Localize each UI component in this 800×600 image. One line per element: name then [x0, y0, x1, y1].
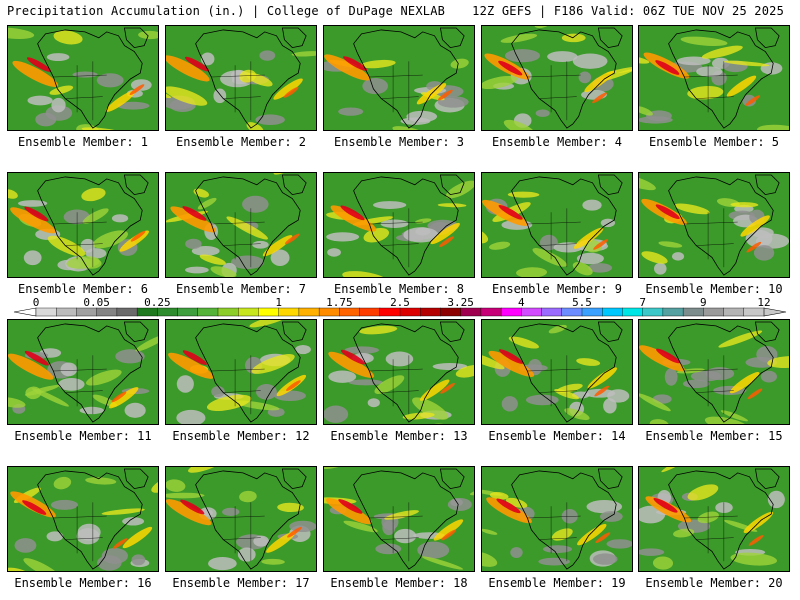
legend-color-swatch	[339, 307, 361, 317]
ensemble-member-label: Ensemble Member: 6	[17, 282, 149, 296]
ensemble-member-map	[323, 25, 475, 131]
map-title: Precipitation Accumulation (in.) | Colle…	[7, 4, 446, 18]
ensemble-member-map	[165, 25, 317, 131]
legend-color-swatch	[56, 307, 77, 317]
legend-color-swatch	[521, 307, 543, 317]
legend-color-swatch	[602, 307, 623, 317]
ensemble-member-map	[481, 319, 633, 425]
ensemble-member-label: Ensemble Member: 13	[330, 429, 468, 443]
legend-color-swatch	[76, 307, 98, 317]
legend-tick-label: 12	[757, 296, 770, 309]
legend-color-swatch	[541, 307, 563, 317]
ensemble-member-label: Ensemble Member: 8	[333, 282, 465, 296]
legend-color-swatch	[116, 307, 138, 317]
ensemble-member-map	[638, 25, 790, 131]
legend-tick-label: 5.5	[572, 296, 592, 309]
legend-tick-label: 1.75	[326, 296, 353, 309]
ensemble-member-label: Ensemble Member: 10	[645, 282, 783, 296]
legend-tick-label: 3.25	[447, 296, 474, 309]
legend-color-swatch	[500, 307, 522, 317]
legend-color-swatch	[622, 307, 644, 317]
ensemble-member-label: Ensemble Member: 5	[648, 135, 780, 149]
legend-arrow-high	[763, 307, 787, 317]
legend-color-swatch	[217, 307, 239, 317]
legend-arrow-low	[13, 307, 37, 317]
ensemble-member-label: Ensemble Member: 7	[175, 282, 307, 296]
ensemble-member-label: Ensemble Member: 4	[491, 135, 623, 149]
ensemble-member-label: Ensemble Member: 9	[491, 282, 623, 296]
legend-color-swatch	[258, 307, 280, 317]
legend-color-swatch	[561, 307, 583, 317]
ensemble-member-map	[7, 25, 159, 131]
ensemble-member-map	[481, 466, 633, 572]
ensemble-member-map	[323, 172, 475, 278]
ensemble-member-map	[638, 466, 790, 572]
legend-color-swatch	[642, 307, 664, 317]
legend-color-swatch	[238, 307, 259, 317]
legend-color-swatch	[440, 307, 462, 317]
ensemble-member-map	[165, 319, 317, 425]
ensemble-member-map	[165, 172, 317, 278]
ensemble-member-map	[481, 25, 633, 131]
legend-color-swatch	[298, 307, 320, 317]
ensemble-member-label: Ensemble Member: 12	[172, 429, 310, 443]
legend-tick-label: 7	[639, 296, 646, 309]
legend-color-swatch	[703, 307, 725, 317]
legend-color-swatch	[420, 307, 441, 317]
legend-tick-label: 4	[518, 296, 525, 309]
ensemble-member-map	[165, 466, 317, 572]
ensemble-member-label: Ensemble Member: 3	[333, 135, 465, 149]
ensemble-member-map	[7, 319, 159, 425]
legend-color-swatch	[359, 307, 381, 317]
legend-color-swatch	[399, 307, 421, 317]
legend-color-swatch	[177, 307, 199, 317]
legend-color-swatch	[723, 307, 745, 317]
ensemble-member-map	[323, 319, 475, 425]
ensemble-member-map	[323, 466, 475, 572]
legend-color-swatch	[682, 307, 704, 317]
ensemble-member-label: Ensemble Member: 19	[488, 576, 626, 590]
legend-color-swatch	[96, 307, 118, 317]
ensemble-member-label: Ensemble Member: 18	[330, 576, 468, 590]
ensemble-member-label: Ensemble Member: 20	[645, 576, 783, 590]
legend-tick-label: 9	[700, 296, 707, 309]
ensemble-member-map	[7, 172, 159, 278]
ensemble-member-label: Ensemble Member: 14	[488, 429, 626, 443]
legend-color-swatch	[157, 307, 179, 317]
legend-color-swatch	[743, 307, 765, 317]
legend-tick-label: 0.25	[144, 296, 171, 309]
legend-tick-label: 0.05	[83, 296, 110, 309]
legend-color-swatch	[318, 307, 340, 317]
legend-color-swatch	[581, 307, 603, 317]
legend-color-swatch	[662, 307, 684, 317]
ensemble-member-map	[481, 172, 633, 278]
legend-color-swatch	[197, 307, 219, 317]
ensemble-member-map	[638, 172, 790, 278]
legend-color-swatch	[460, 307, 482, 317]
ensemble-member-label: Ensemble Member: 11	[14, 429, 152, 443]
model-run-valid-time: 12Z GEFS | F186 Valid: 06Z TUE NOV 25 20…	[472, 4, 784, 18]
legend-color-swatch	[35, 307, 57, 317]
ensemble-member-label: Ensemble Member: 1	[17, 135, 149, 149]
legend-color-swatch	[480, 307, 502, 317]
legend-color-swatch	[136, 307, 158, 317]
legend-color-swatch	[278, 307, 300, 317]
ensemble-member-label: Ensemble Member: 16	[14, 576, 152, 590]
ensemble-member-map	[638, 319, 790, 425]
legend-tick-label: 0	[33, 296, 40, 309]
legend-color-swatch	[379, 307, 401, 317]
ensemble-member-label: Ensemble Member: 2	[175, 135, 307, 149]
legend-tick-label: 1	[275, 296, 282, 309]
ensemble-member-label: Ensemble Member: 17	[172, 576, 310, 590]
ensemble-member-label: Ensemble Member: 15	[645, 429, 783, 443]
precipitation-color-scale: 0 0.05 0.25 1 1.75 2.5 3.25 4 5.5 7 9 12	[13, 296, 787, 317]
legend-tick-label: 2.5	[390, 296, 410, 309]
ensemble-member-map	[7, 466, 159, 572]
